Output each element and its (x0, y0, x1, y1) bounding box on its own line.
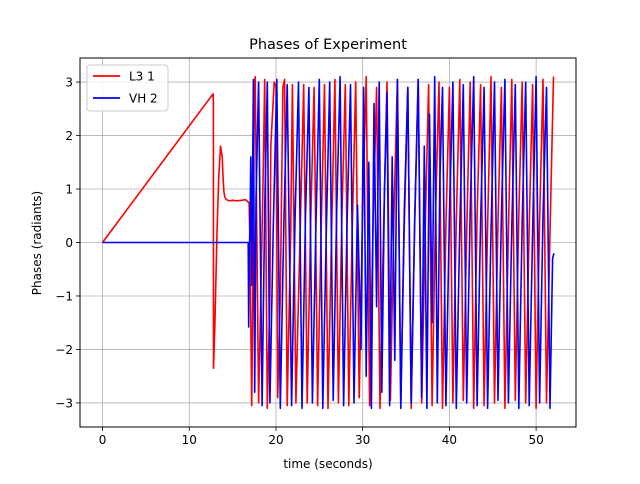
y-tick-label: 1 (65, 183, 73, 197)
legend-label: L3 1 (129, 70, 155, 84)
legend: L3 1 VH 2 (86, 64, 169, 112)
x-tick-label: 10 (182, 433, 197, 447)
y-tick-label: −2 (55, 343, 73, 357)
y-axis: −3 −2 −1 0 1 2 3 (55, 76, 80, 410)
x-tick-label: 30 (355, 433, 370, 447)
y-tick-label: 3 (65, 76, 73, 90)
series-layer (101, 75, 555, 410)
series-line-vh-2 (102, 75, 555, 410)
y-tick-label: 2 (65, 129, 73, 143)
x-axis: 0 10 20 30 40 50 (99, 427, 544, 447)
x-tick-label: 40 (442, 433, 457, 447)
y-tick-label: 0 (65, 236, 73, 250)
x-tick-label: 50 (528, 433, 543, 447)
y-tick-label: −3 (55, 396, 73, 410)
x-axis-label: time (seconds) (283, 457, 372, 471)
x-tick-label: 0 (99, 433, 107, 447)
y-axis-label: Phases (radiants) (30, 191, 44, 295)
legend-label: VH 2 (129, 92, 158, 106)
chart-title: Phases of Experiment (249, 37, 407, 53)
y-tick-label: −1 (55, 289, 73, 303)
x-tick-label: 20 (268, 433, 283, 447)
